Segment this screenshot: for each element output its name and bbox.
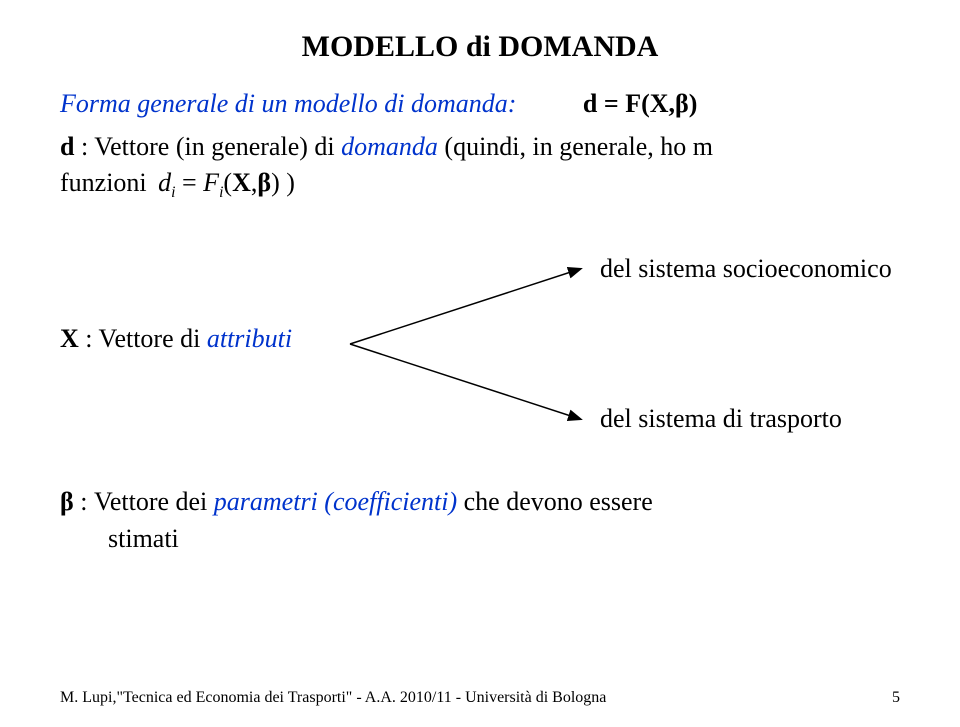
x-colon: : [79,324,99,353]
f2-close: ) [271,168,280,197]
x-vector-label: X : Vettore di attributi [60,324,292,354]
formula-eq: = [597,89,625,118]
def-d-vettore: Vettore (in generale) di [94,132,341,161]
def-d-end: ) [286,168,295,197]
x-vett: Vettore di [99,324,207,353]
def-d-funzioni: funzioni [60,168,153,197]
definition-d: d : Vettore (in generale) di domanda (qu… [60,129,900,204]
formula-d: d [583,89,597,118]
beta-stimati: stimati [108,524,179,553]
formula-main: d = F(X,β) [583,89,697,119]
f2-open: ( [223,168,232,197]
x-symbol: X [60,324,79,353]
beta-colon: : [74,487,94,516]
branch-svg [340,244,600,444]
branch-label-top: del sistema socioeconomico [600,254,892,284]
branch-line-top [350,269,580,344]
footer-text: M. Lupi,"Tecnica ed Economia dei Traspor… [60,689,606,706]
f2-F: F [203,168,219,197]
page-title: MODELLO di DOMANDA [60,30,900,64]
beta-rest: che devono essere [457,487,653,516]
f2-d: d [158,168,171,197]
intro-text: Forma generale di un modello di domanda: [60,89,516,118]
f2-X: X [232,168,251,197]
beta-symbol: β [60,487,74,516]
page-number: 5 [892,689,900,707]
f2-eq: = [176,168,204,197]
page-footer: M. Lupi,"Tecnica ed Economia dei Traspor… [60,689,900,707]
def-d-colon: : [74,132,94,161]
diagram-wrap: X : Vettore di attributi del sistema soc… [60,244,900,444]
def-d-paren: (quindi, in generale, ho m [438,132,713,161]
branch-line-bottom [350,344,580,419]
formula-fxb: F(X,β) [625,89,697,118]
f2-beta: β [257,168,271,197]
def-d-domanda: domanda [341,132,438,161]
beta-vett: Vettore dei [94,487,214,516]
intro-line: Forma generale di un modello di domanda:… [60,89,900,119]
definition-beta: β : Vettore dei parametri (coefficienti)… [60,484,900,557]
formula-secondary: di = Fi(X,β) [158,165,280,204]
x-attributi: attributi [207,324,292,353]
beta-params: parametri (coefficienti) [214,487,457,516]
def-d-symbol: d [60,132,74,161]
branch-label-bottom: del sistema di trasporto [600,404,842,434]
